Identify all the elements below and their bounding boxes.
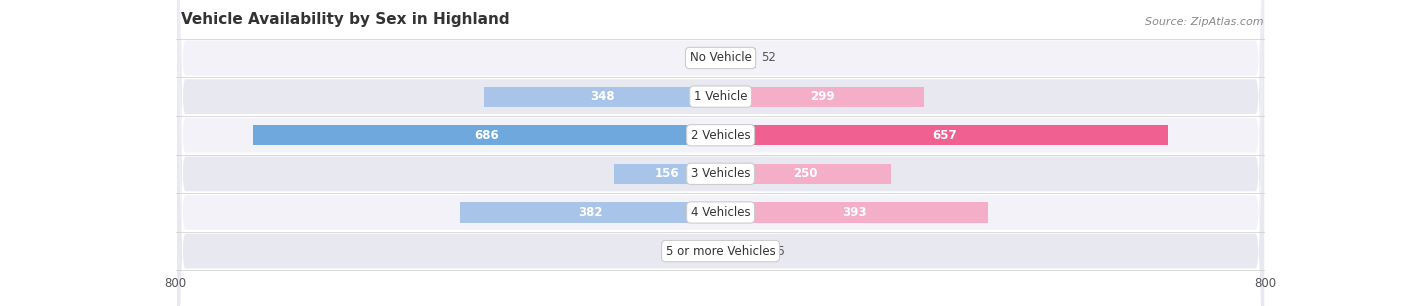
Text: 348: 348 xyxy=(589,90,614,103)
Text: 1 Vehicle: 1 Vehicle xyxy=(693,90,748,103)
Text: 5 or more Vehicles: 5 or more Vehicles xyxy=(665,244,776,258)
Bar xyxy=(721,48,756,68)
Bar xyxy=(614,164,721,184)
Text: 2 Vehicles: 2 Vehicles xyxy=(690,129,751,142)
Text: 52: 52 xyxy=(762,51,776,65)
Text: 3 Vehicles: 3 Vehicles xyxy=(690,167,751,180)
Bar xyxy=(721,241,765,261)
Text: 393: 393 xyxy=(842,206,866,219)
Text: 382: 382 xyxy=(578,206,603,219)
Text: 686: 686 xyxy=(475,129,499,142)
Bar xyxy=(721,125,1168,145)
Text: 299: 299 xyxy=(810,90,835,103)
Bar xyxy=(484,87,721,106)
Text: 657: 657 xyxy=(932,129,956,142)
FancyBboxPatch shape xyxy=(177,0,1264,306)
FancyBboxPatch shape xyxy=(177,0,1264,306)
Text: 250: 250 xyxy=(793,167,818,180)
FancyBboxPatch shape xyxy=(177,0,1264,306)
Bar xyxy=(253,125,721,145)
Text: Source: ZipAtlas.com: Source: ZipAtlas.com xyxy=(1144,17,1263,27)
Text: 59: 59 xyxy=(659,244,675,258)
Text: 65: 65 xyxy=(770,244,785,258)
Bar xyxy=(721,87,924,106)
Bar xyxy=(721,203,988,222)
Bar xyxy=(460,203,721,222)
Bar xyxy=(681,241,721,261)
Text: 0: 0 xyxy=(710,51,717,65)
FancyBboxPatch shape xyxy=(177,0,1264,306)
Text: No Vehicle: No Vehicle xyxy=(689,51,752,65)
FancyBboxPatch shape xyxy=(177,0,1264,306)
FancyBboxPatch shape xyxy=(177,0,1264,306)
Bar xyxy=(721,164,891,184)
Text: 156: 156 xyxy=(655,167,679,180)
Text: Vehicle Availability by Sex in Highland: Vehicle Availability by Sex in Highland xyxy=(181,12,510,27)
Text: 4 Vehicles: 4 Vehicles xyxy=(690,206,751,219)
